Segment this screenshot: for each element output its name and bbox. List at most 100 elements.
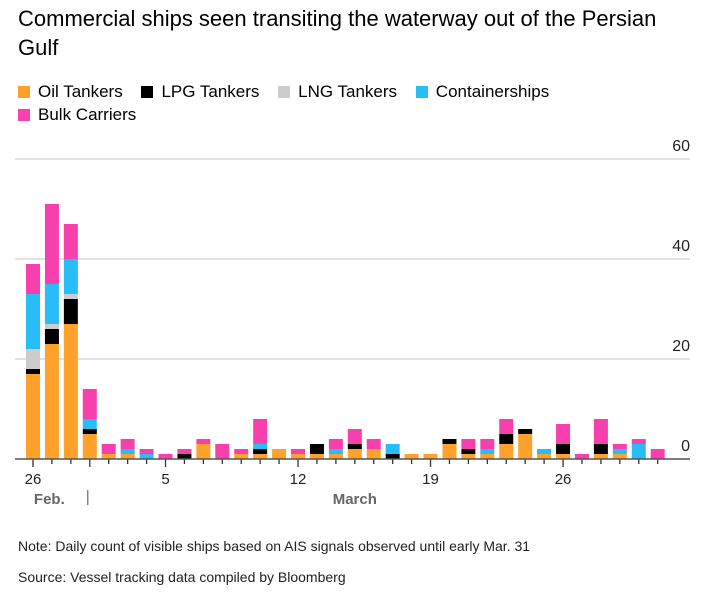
legend-swatch: [415, 86, 428, 98]
bar-segment: [253, 449, 268, 454]
bar-segment: [120, 449, 135, 454]
bar-segment: [480, 449, 495, 454]
bar-segment: [253, 454, 268, 459]
bar-segment: [26, 349, 40, 369]
y-tick-label: 60: [672, 138, 690, 155]
bar-segment: [253, 444, 268, 449]
bar-segment: [26, 294, 40, 349]
bar-segment: [556, 454, 571, 459]
x-tick-label: 26: [25, 471, 42, 488]
legend-swatch: [141, 86, 154, 98]
bar-segment: [26, 369, 40, 374]
bar-segment: [537, 454, 552, 459]
y-tick-label: 0: [681, 438, 690, 455]
bar-segment: [537, 449, 552, 454]
legend-item: Oil Tankers: [18, 80, 123, 103]
bar-segment: [499, 444, 514, 459]
bar-segment: [461, 449, 476, 454]
x-tick-label: 12: [290, 471, 307, 488]
bar-segment: [120, 439, 135, 449]
bar-segment: [556, 424, 571, 444]
bar-segment: [63, 224, 78, 259]
bar-segment: [177, 449, 192, 454]
bar-segment: [63, 294, 78, 299]
bar-segment: [631, 444, 646, 459]
bar-segment: [574, 454, 589, 459]
bar-segment: [120, 454, 135, 459]
legend-item: Containerships: [415, 80, 550, 103]
bar-segment: [139, 454, 154, 459]
bar-segment: [366, 439, 381, 449]
legend-label: Oil Tankers: [38, 82, 123, 101]
bar-segment: [139, 449, 154, 454]
bar-segment: [291, 454, 306, 459]
bar-segment: [518, 429, 533, 434]
bar-segment: [461, 454, 476, 459]
bar-segment: [499, 419, 514, 434]
bar-segment: [423, 454, 438, 459]
bar-segment: [215, 444, 230, 459]
bar-segment: [385, 454, 400, 459]
legend-item: LPG Tankers: [141, 80, 259, 103]
bar-segment: [612, 449, 627, 454]
bar-segment: [234, 454, 249, 459]
bar-segment: [44, 329, 59, 344]
source: Source: Vessel tracking data compiled by…: [18, 569, 346, 585]
bar-segment: [593, 444, 608, 454]
bar-segment: [26, 264, 40, 294]
bar-segment: [442, 444, 457, 459]
bar-segment: [309, 454, 324, 459]
bar-segment: [196, 439, 211, 444]
bar-segment: [328, 439, 343, 449]
legend-swatch: [18, 86, 30, 98]
bar-segment: [234, 449, 249, 454]
y-tick-label: 40: [672, 238, 690, 255]
bar-segment: [63, 324, 78, 459]
bar-segment: [158, 454, 173, 459]
x-tick-label: 19: [422, 471, 439, 488]
bar-segment: [26, 374, 40, 459]
bar-segment: [612, 454, 627, 459]
bar-segment: [196, 444, 211, 459]
bar-segment: [480, 454, 495, 459]
bar-segment: [63, 299, 78, 324]
bar-segment: [101, 454, 116, 459]
bar-segment: [272, 449, 287, 459]
bar-segment: [593, 419, 608, 444]
bar-segment: [82, 429, 97, 434]
bar-segment: [366, 449, 381, 459]
bar-segment: [44, 344, 59, 459]
legend: Oil Tankers LPG Tankers LNG Tankers Cont…: [18, 80, 678, 126]
bar-segment: [44, 324, 59, 329]
month-label: Feb.: [34, 491, 65, 508]
bar-segment: [499, 434, 514, 444]
bar-segment: [461, 439, 476, 449]
month-label: March: [333, 491, 377, 508]
bar-segment: [556, 444, 571, 454]
bar-segment: [385, 444, 400, 454]
legend-item: Bulk Carriers: [18, 103, 136, 126]
bar-segment: [44, 284, 59, 324]
legend-label: LPG Tankers: [161, 82, 260, 101]
chart-title: Commercial ships seen transiting the wat…: [18, 6, 657, 60]
bar-segment: [593, 454, 608, 459]
x-tick-label: 26: [555, 471, 572, 488]
bar-segment: [480, 439, 495, 449]
bar-segment: [177, 454, 192, 459]
footnote: Note: Daily count of visible ships based…: [18, 538, 531, 554]
bar-segment: [82, 419, 97, 429]
legend-label: Containerships: [435, 82, 550, 101]
legend-label: LNG Tankers: [298, 82, 398, 101]
legend-item: LNG Tankers: [278, 80, 397, 103]
bar-segment: [63, 259, 78, 294]
x-tick-label: 5: [161, 471, 169, 488]
bar-segment: [347, 429, 362, 444]
bar-segment: [631, 439, 646, 444]
bar-segment: [44, 204, 59, 284]
bar-segment: [347, 449, 362, 459]
legend-label: Bulk Carriers: [38, 105, 137, 124]
bar-segment: [82, 434, 97, 459]
bar-segment: [82, 389, 97, 419]
